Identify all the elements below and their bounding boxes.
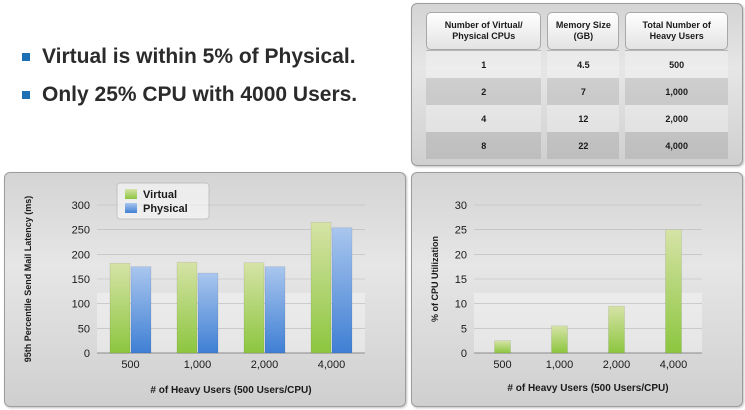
legend-label: Virtual (143, 189, 177, 201)
y-tick-label: 200 (72, 249, 90, 261)
y-tick-label: 30 (455, 200, 467, 212)
table-cell: 500 (625, 50, 728, 78)
bullet-item: Only 25% CPU with 4000 Users. (22, 76, 402, 114)
x-tick-label: 4,000 (660, 359, 688, 371)
bar-physical (130, 266, 152, 354)
x-tick-label: 1,000 (184, 359, 212, 371)
legend-swatch-physical (125, 203, 137, 213)
bullet-text: Only 25% CPU with 4000 Users. (42, 83, 358, 106)
y-tick-label: 250 (72, 225, 90, 237)
table-cell: 1 (426, 50, 542, 78)
legend-swatch-virtual (125, 189, 137, 199)
x-axis-label: # of Heavy Users (500 Users/CPU) (507, 383, 668, 394)
square-bullet-icon (22, 53, 30, 61)
bar-cpu (494, 340, 511, 354)
legend-label: Physical (143, 203, 188, 215)
y-tick-label: 5 (461, 323, 467, 335)
table-cell: 4.5 (547, 50, 620, 78)
x-tick-label: 2,000 (251, 359, 279, 371)
square-bullet-icon (22, 91, 30, 99)
column-header-users: Total Number of Heavy Users (625, 12, 728, 50)
spec-table-panel: Number of Virtual/ Physical CPUs Memory … (411, 3, 743, 166)
x-tick-label: 500 (121, 359, 139, 371)
bar-virtual (109, 262, 131, 354)
table-row: 8 22 4,000 (426, 132, 728, 159)
y-tick-label: 15 (455, 274, 467, 286)
y-tick-label: 0 (84, 348, 90, 360)
table-row: 4 12 2,000 (426, 105, 728, 132)
table-cell: 4,000 (625, 132, 728, 159)
y-tick-label: 10 (455, 299, 467, 311)
column-header-cpus: Number of Virtual/ Physical CPUs (426, 12, 542, 50)
table-cell: 2,000 (625, 105, 728, 132)
y-tick-label: 25 (455, 225, 467, 237)
x-tick-label: 2,000 (603, 359, 631, 371)
x-axis-label: # of Heavy Users (500 Users/CPU) (150, 385, 311, 396)
y-tick-label: 300 (72, 200, 90, 212)
bar-cpu (665, 229, 682, 354)
y-tick-label: 50 (78, 323, 90, 335)
table-cell: 22 (547, 132, 620, 159)
bullet-list: Virtual is within 5% of Physical. Only 2… (22, 38, 402, 114)
y-tick-label: 0 (461, 348, 467, 360)
table-row: 1 4.5 500 (426, 50, 728, 78)
y-tick-label: 100 (72, 299, 90, 311)
table-cell: 12 (547, 105, 620, 132)
legend-box (116, 182, 210, 220)
table-cell: 1,000 (625, 78, 728, 105)
y-axis-label: % of CPU Utilization (430, 236, 440, 322)
table-cell: 4 (426, 105, 542, 132)
table-cell: 7 (547, 78, 620, 105)
x-tick-label: 4,000 (318, 359, 346, 371)
table-header-row: Number of Virtual/ Physical CPUs Memory … (426, 12, 728, 50)
bar-virtual (176, 261, 198, 354)
spec-table: Number of Virtual/ Physical CPUs Memory … (420, 12, 734, 159)
x-tick-label: 500 (493, 359, 511, 371)
bar-physical (331, 227, 353, 354)
bullet-text: Virtual is within 5% of Physical. (42, 45, 356, 68)
bar-cpu (551, 325, 568, 354)
plot-floor (474, 293, 702, 353)
bar-physical (197, 272, 219, 354)
table-cell: 8 (426, 132, 542, 159)
y-tick-label: 150 (72, 274, 90, 286)
table-row: 2 7 1,000 (426, 78, 728, 105)
table-cell: 2 (426, 78, 542, 105)
legend: Virtual Physical (116, 182, 210, 220)
bar-cpu (608, 305, 625, 354)
x-tick-label: 1,000 (546, 359, 574, 371)
column-header-memory: Memory Size (GB) (547, 12, 620, 50)
cpu-bar-chart: 0 5 10 15 20 25 30 500 1,000 2,000 4,000 # of Heavy… (430, 200, 702, 394)
bar-virtual (243, 262, 265, 354)
latency-chart-panel: 0 50 100 150 200 250 300 500 1,000 2,000 4,000 # of… (4, 172, 406, 407)
y-axis-label: 95th Percentile Send Mail Latency (ms) (23, 196, 33, 363)
latency-bar-chart: 0 50 100 150 200 250 300 500 1,000 2,000 4,000 # of… (23, 182, 365, 396)
bar-physical (264, 266, 286, 354)
bullet-item: Virtual is within 5% of Physical. (22, 38, 402, 76)
cpu-chart-panel: 0 5 10 15 20 25 30 500 1,000 2,000 4,000 # of Heavy… (411, 172, 743, 407)
bar-virtual (310, 222, 332, 354)
y-tick-label: 20 (455, 249, 467, 261)
